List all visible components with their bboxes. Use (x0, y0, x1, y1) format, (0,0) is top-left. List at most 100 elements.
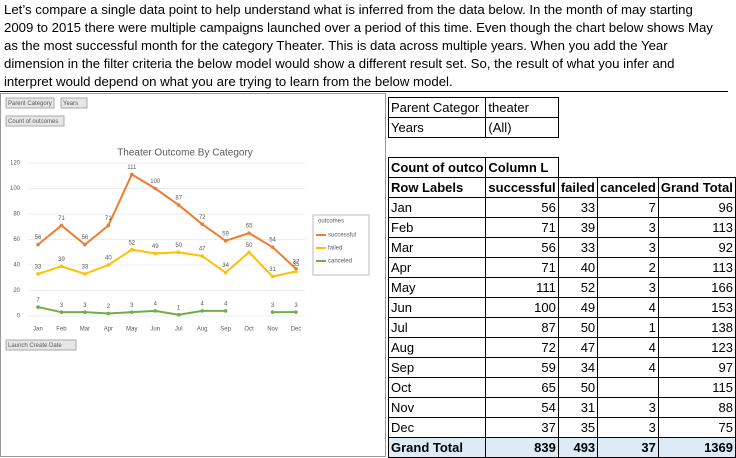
table-cell: Parent Categor (387, 97, 487, 118)
table-cell: 97 (657, 357, 736, 378)
table-row: Count of outco Column L (387, 157, 736, 178)
data-label: 49 (152, 244, 159, 250)
value-button (5, 115, 65, 127)
table-row: May 111 52 3 166 (387, 277, 736, 298)
data-label: 40 (105, 256, 112, 262)
table-cell: 56 (485, 197, 559, 218)
data-label: 4 (224, 301, 228, 307)
table-cell: 3 (597, 217, 659, 238)
data-label: 33 (35, 265, 42, 271)
data-label: 3 (83, 303, 87, 309)
point (36, 272, 40, 276)
table-cell: 100 (485, 297, 559, 318)
x-tick-label: Mar (80, 327, 90, 333)
data-label: 54 (269, 238, 276, 244)
y-tick-label: 20 (13, 288, 20, 294)
table-cell: 54 (485, 397, 559, 418)
x-tick-label: Sep (220, 327, 231, 333)
point (294, 310, 298, 314)
filter-button-label: Parent Category (8, 101, 52, 107)
series-line (37, 248, 297, 278)
legend-label: failed (328, 246, 342, 252)
table-row: Jan 56 33 7 96 (387, 197, 736, 218)
data-label: 111 (127, 165, 137, 171)
table-cell (558, 158, 735, 178)
chart: Theater Outcome By Category outcomes Par… (0, 93, 386, 457)
point (59, 223, 64, 228)
table-cell: Grand Total (387, 437, 487, 458)
point (130, 247, 134, 252)
data-label: 72 (199, 215, 206, 221)
point (247, 231, 251, 235)
data-label: 31 (269, 267, 276, 273)
table-cell: Dec (387, 417, 487, 438)
point (270, 274, 275, 279)
filter-button-label: Years (63, 101, 78, 107)
point (294, 267, 298, 271)
table-cell: Sep (387, 357, 487, 378)
table-cell: 96 (657, 197, 736, 218)
x-tick-label: Jun (150, 327, 160, 333)
axis-button[interactable] (5, 339, 77, 351)
chart-title: Theater Outcome By Category (117, 148, 253, 159)
filter-button[interactable] (60, 97, 88, 109)
data-label: 37 (293, 259, 300, 265)
table-cell: 87 (485, 317, 559, 338)
table-cell: 52 (557, 277, 599, 298)
table-row: Jul 87 50 1 138 (387, 317, 736, 338)
data-label: 3 (60, 303, 64, 309)
pivot-table: Parent Categor theater Years (All) Count of … (387, 97, 736, 458)
table-row: Grand Total 839 493 37 1369 (387, 437, 736, 458)
table-cell: 50 (557, 377, 599, 398)
data-label: 50 (246, 243, 253, 249)
table-cell: Apr (387, 257, 487, 278)
data-label: 87 (175, 196, 182, 202)
table-cell: 71 (485, 257, 559, 278)
table-cell (389, 138, 736, 158)
table-row: Oct 65 50 115 (387, 377, 736, 398)
table-cell: Mar (387, 237, 487, 258)
table-cell: successful (485, 177, 559, 198)
table-cell: 3 (597, 277, 659, 298)
table-cell: Column L (485, 157, 559, 178)
table-cell: Jul (387, 317, 487, 338)
table-cell: 493 (557, 437, 599, 458)
point (36, 305, 40, 309)
legend-box (312, 214, 370, 276)
filter-button[interactable] (5, 97, 55, 109)
y-tick-label: 40 (13, 263, 20, 269)
table-cell: 65 (485, 377, 559, 398)
table-cell: 138 (657, 317, 736, 338)
table-cell: Aug (387, 337, 487, 358)
y-tick-label: 120 (10, 161, 21, 167)
table-row: Dec 37 35 3 75 (387, 417, 736, 438)
data-label: 56 (82, 235, 89, 241)
table-cell: 3 (597, 417, 659, 438)
table-cell: 37 (597, 437, 659, 458)
table-cell: theater (485, 97, 559, 118)
point (106, 223, 111, 228)
table-cell: 113 (657, 217, 736, 238)
table-cell: 2 (597, 257, 659, 278)
table-cell: 123 (657, 337, 736, 358)
table-row: Sep 59 34 4 97 (387, 357, 736, 378)
point (200, 254, 204, 258)
data-label: 65 (246, 224, 253, 230)
table-cell: Count of outco (387, 157, 487, 178)
point (106, 311, 111, 316)
table-cell: 4 (597, 357, 659, 378)
x-tick-label: Nov (267, 327, 278, 333)
point (223, 270, 228, 275)
table-cell: 39 (557, 217, 599, 238)
paragraph: Let’s compare a single data point to hel… (0, 0, 728, 92)
legend-title: outcomes (318, 219, 344, 225)
point (83, 242, 87, 247)
x-tick-label: Aug (197, 327, 208, 333)
x-tick-label: Apr (104, 327, 113, 333)
table-cell: 153 (657, 297, 736, 318)
table-cell: 35 (557, 417, 599, 438)
table-cell: 37 (485, 417, 559, 438)
data-label: 4 (154, 301, 158, 307)
axis-button-label: Launch Create Date (8, 343, 62, 349)
